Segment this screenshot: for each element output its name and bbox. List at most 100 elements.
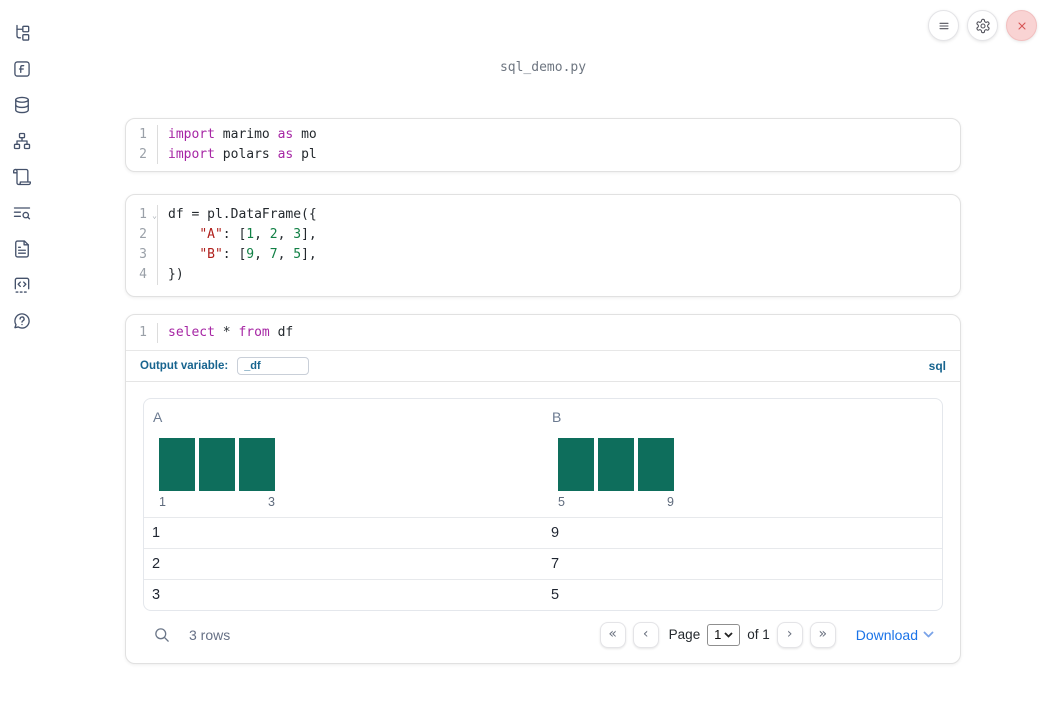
sidebar-item-file-explorer[interactable] [8,19,36,47]
help-bubble-icon [14,313,30,329]
code-token: , [277,227,294,242]
code-content: "A": [1, 2, 3], [158,225,317,245]
line-number: 1 [126,125,158,145]
code-token: 5 [293,247,302,262]
notebook-menu-button[interactable] [928,10,959,41]
code-square-icon [14,277,30,293]
histogram-bar[interactable] [159,437,195,491]
sidebar-item-dependency-graph[interactable] [8,127,36,155]
code-token: pl [293,146,317,162]
code-cell-dataframe[interactable]: 1 ⌄ df = pl.DataFrame({2 "A": [1, 2, 3], 3 … [125,194,961,297]
search-button[interactable] [151,624,173,646]
histogram-bar[interactable] [239,437,275,491]
code-token: , [254,247,270,262]
page-select[interactable]: 1 [707,623,741,646]
code-token: from [238,325,270,340]
axis-min-label: 1 [159,494,166,509]
sidebar-item-scratchpad[interactable] [8,55,36,83]
code-content: "B": [9, 7, 5], [158,245,317,265]
code-token: marimo [214,127,278,142]
file-text-icon [15,240,29,258]
sidebar-item-documentation[interactable] [8,235,36,263]
download-button[interactable]: Download [856,627,934,643]
sql-editor[interactable]: 1 select * from df [126,315,960,350]
database-icon [15,96,29,114]
settings-button[interactable] [967,10,998,41]
histogram-bar[interactable] [638,437,674,491]
table-cell: 9 [551,524,560,541]
chevron-down-icon [923,631,934,638]
language-badge: sql [928,358,946,373]
code-token: 9 [246,247,255,262]
sidebar [0,0,44,713]
code-content: }) [158,265,184,285]
code-token: df = pl.DataFrame({ [168,207,317,222]
code-token: * [214,325,239,340]
line-number: 4 [126,265,158,285]
histogram-bar[interactable] [558,437,594,491]
code-token: ], [301,247,317,262]
code-content: import polars as pl [158,145,317,165]
code-token: select [168,325,215,340]
histogram-bar[interactable] [199,437,235,491]
close-icon [1017,21,1026,30]
sidebar-item-help[interactable] [8,307,36,335]
line-number: 2 [126,144,158,164]
code-token: }) [168,267,184,282]
column-name: A [153,408,163,425]
function-square-icon [14,61,30,77]
code-content: import marimo as mo [158,125,317,145]
column-name: B [552,408,562,425]
code-line: 2 "A": [1, 2, 3], [126,225,960,245]
gear-icon [975,18,990,33]
sql-cell[interactable]: 1 select * from df Output variable: _df s… [125,314,961,664]
code-token: 1 [246,227,255,242]
code-line: 3 "B": [9, 7, 5], [126,245,960,265]
page-select-value: 1 [714,627,722,642]
sidebar-item-variables-search[interactable] [8,199,36,227]
axis-max-label: 3 [268,494,275,509]
code-line: 1 import marimo as mo [126,125,960,145]
list-search-icon [13,207,31,220]
code-token: , [254,227,270,242]
code-token: 3 [293,227,302,242]
table-cell: 5 [551,586,560,603]
sql-cell-footer: Output variable: _df sql [126,349,960,381]
output-variable-input[interactable]: _df [237,356,310,375]
table-cell: 7 [551,555,560,572]
sidebar-item-snippets[interactable] [8,271,36,299]
sidebar-item-datasources[interactable] [8,91,36,119]
line-number: 1 ⌄ [126,205,158,225]
hamburger-icon [938,22,949,29]
table-cell: 2 [152,555,161,572]
code-cell-imports[interactable]: 1 import marimo as mo 2 import polars as pl [125,118,961,172]
fold-chevron-icon[interactable]: ⌄ [152,211,157,220]
sidebar-item-logs[interactable] [8,163,36,191]
code-token: "B" [199,247,223,262]
histogram-bar[interactable] [598,437,634,491]
column-histogram [159,437,543,491]
next-page-button[interactable]: › [776,621,803,648]
code-content: select * from df [158,323,293,343]
page-total-label: of 1 [747,627,770,642]
table-footer: 3 rows «‹ Page 1 of 1 ›» Download [143,611,943,659]
shutdown-button[interactable] [1006,10,1037,41]
prev-page-button[interactable]: ‹ [632,621,659,648]
code-token: ], [301,227,317,242]
code-token: df [269,325,294,340]
first-page-button[interactable]: « [599,621,626,648]
code-line: 1 ⌄ df = pl.DataFrame({ [126,205,960,225]
last-page-button[interactable]: » [809,621,836,648]
table-cell: 1 [152,524,161,541]
table-cell: 3 [152,586,161,603]
